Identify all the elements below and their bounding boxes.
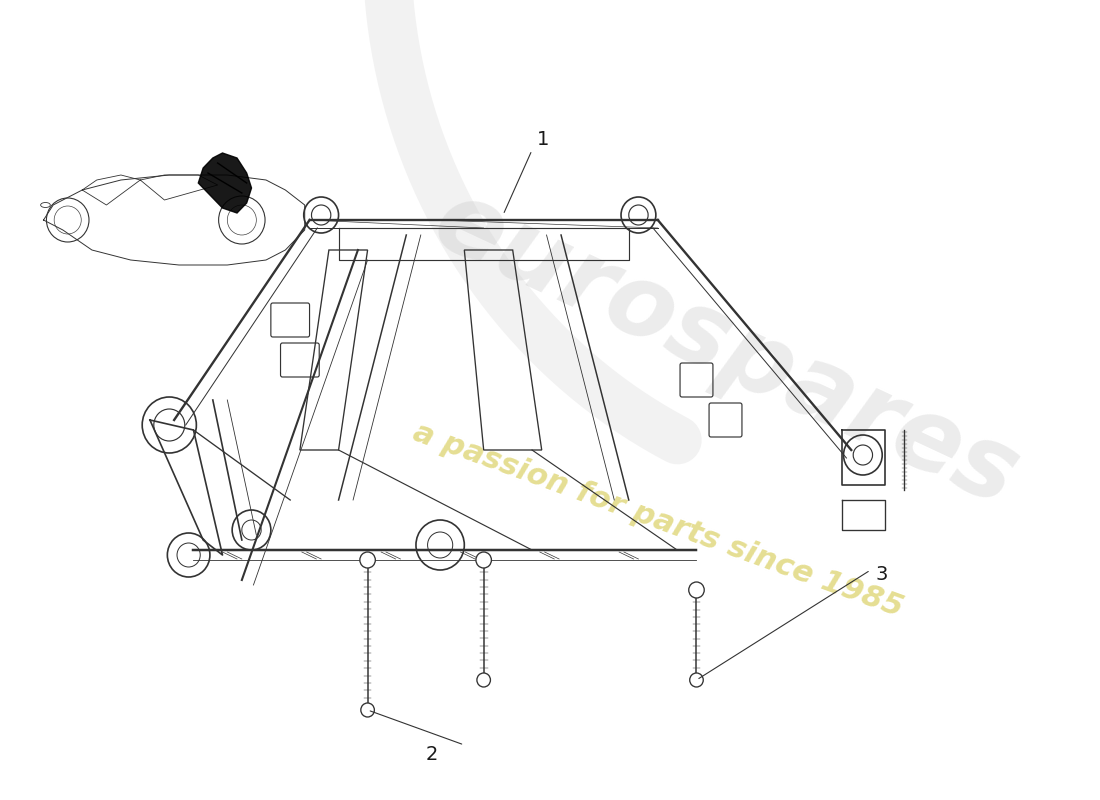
Text: 1: 1 xyxy=(537,130,549,149)
Text: 3: 3 xyxy=(876,565,888,584)
Circle shape xyxy=(361,703,374,717)
Text: 2: 2 xyxy=(426,745,438,764)
Circle shape xyxy=(360,552,375,568)
Text: eurospares: eurospares xyxy=(418,172,1033,528)
Circle shape xyxy=(477,673,491,687)
Circle shape xyxy=(689,582,704,598)
Circle shape xyxy=(476,552,492,568)
Polygon shape xyxy=(198,153,252,213)
Text: a passion for parts since 1985: a passion for parts since 1985 xyxy=(409,418,906,622)
Circle shape xyxy=(690,673,703,687)
